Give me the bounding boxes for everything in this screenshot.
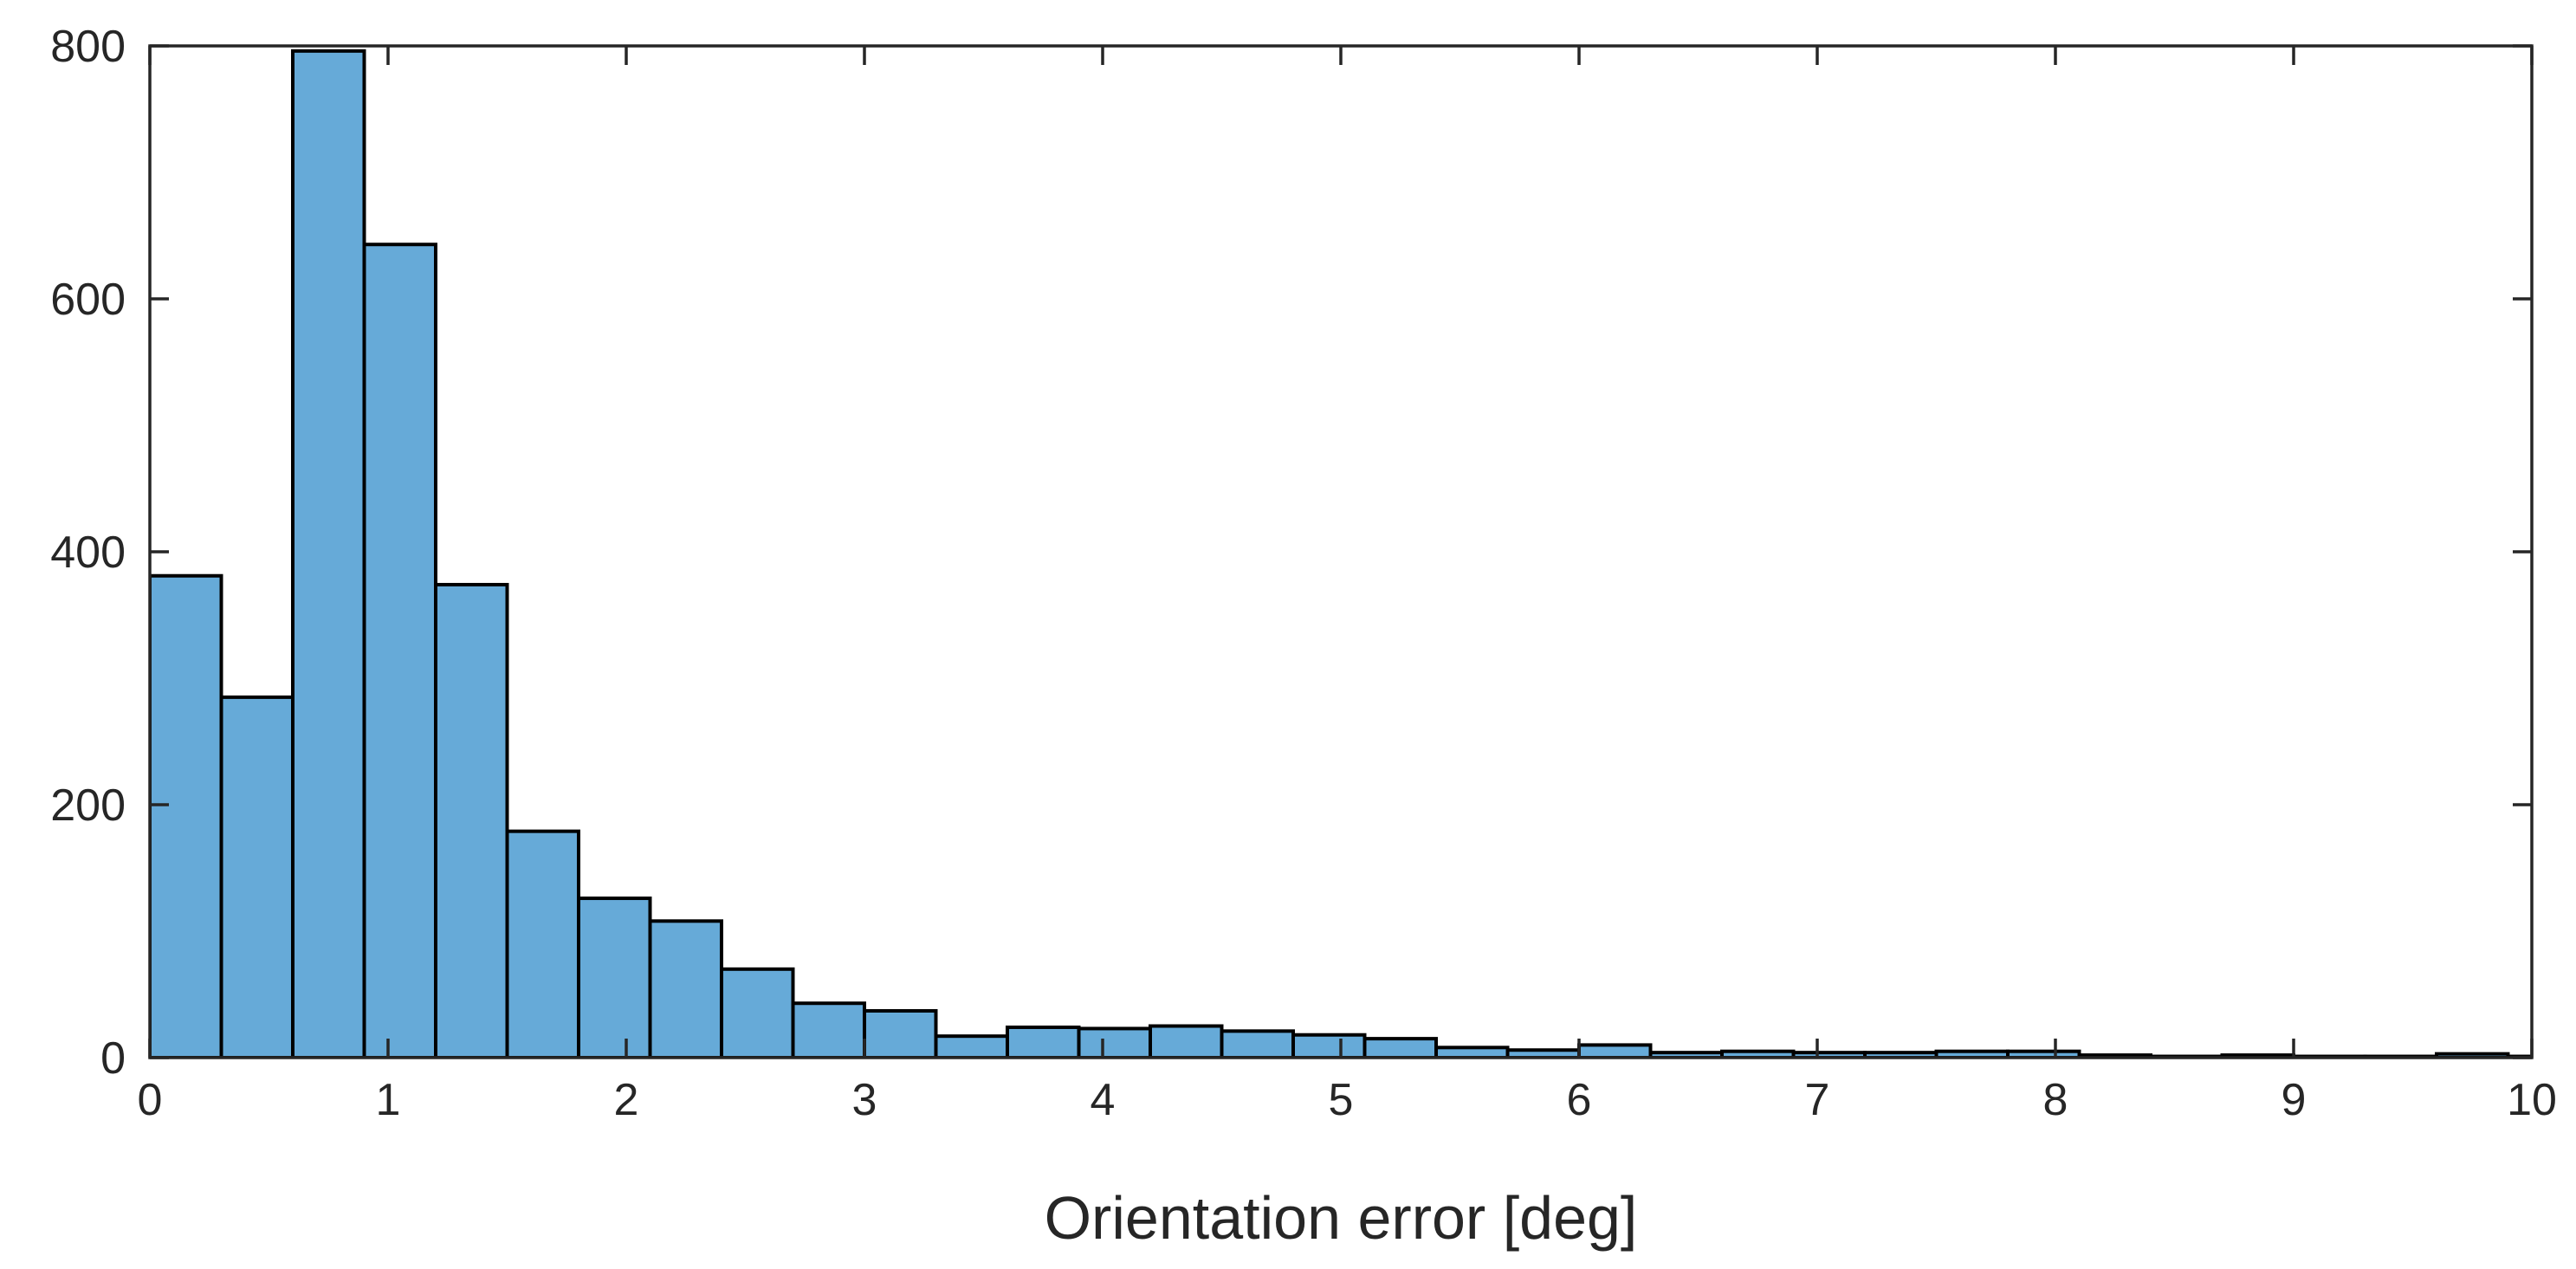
- histogram-bar: [1577, 1043, 1653, 1058]
- bars-group: [150, 49, 2532, 1058]
- x-ticks-group: 0 1 2 3 4 5 6 7 8 9 10: [138, 46, 2557, 1125]
- x-tick-label: 4: [1091, 1075, 1116, 1125]
- histogram-bar: [505, 829, 580, 1058]
- y-ticks-group: 0 200 400 600 800: [50, 22, 2532, 1084]
- x-tick-label: 6: [1567, 1075, 1592, 1125]
- histogram-bar: [577, 897, 652, 1058]
- histogram-bar: [1149, 1024, 1224, 1058]
- x-tick-label: 8: [2043, 1075, 2068, 1125]
- histogram-bar: [434, 582, 509, 1058]
- y-tick-label: 800: [50, 22, 126, 72]
- y-tick-label: 0: [100, 1033, 126, 1084]
- x-tick-label: 7: [1805, 1075, 1830, 1125]
- x-tick-label: 0: [138, 1075, 163, 1125]
- histogram-bar: [1362, 1037, 1438, 1058]
- x-tick-label: 2: [614, 1075, 639, 1125]
- histogram-bar: [863, 1008, 938, 1058]
- y-tick-label: 200: [50, 780, 126, 831]
- histogram-bar: [219, 695, 294, 1058]
- histogram-bar: [791, 1001, 866, 1058]
- y-tick-label: 600: [50, 275, 126, 325]
- histogram-bar: [1006, 1025, 1081, 1058]
- x-tick-label: 9: [2282, 1075, 2307, 1125]
- histogram-bar: [720, 967, 795, 1058]
- histogram-bar: [934, 1034, 1009, 1058]
- histogram-bar: [362, 243, 437, 1058]
- histogram-bar: [1220, 1029, 1295, 1058]
- y-tick-label: 400: [50, 528, 126, 578]
- x-tick-label: 10: [2507, 1075, 2557, 1125]
- x-axis-label: Orientation error [deg]: [1045, 1184, 1638, 1252]
- histogram-bar: [291, 49, 366, 1058]
- histogram-bar: [1291, 1033, 1367, 1058]
- histogram-bar: [648, 919, 723, 1058]
- histogram-bar: [150, 573, 223, 1058]
- x-tick-label: 3: [852, 1075, 877, 1125]
- x-tick-label: 1: [376, 1075, 401, 1125]
- histogram-bar: [1434, 1046, 1510, 1058]
- histogram-bar: [1077, 1026, 1152, 1058]
- x-tick-label: 5: [1329, 1075, 1354, 1125]
